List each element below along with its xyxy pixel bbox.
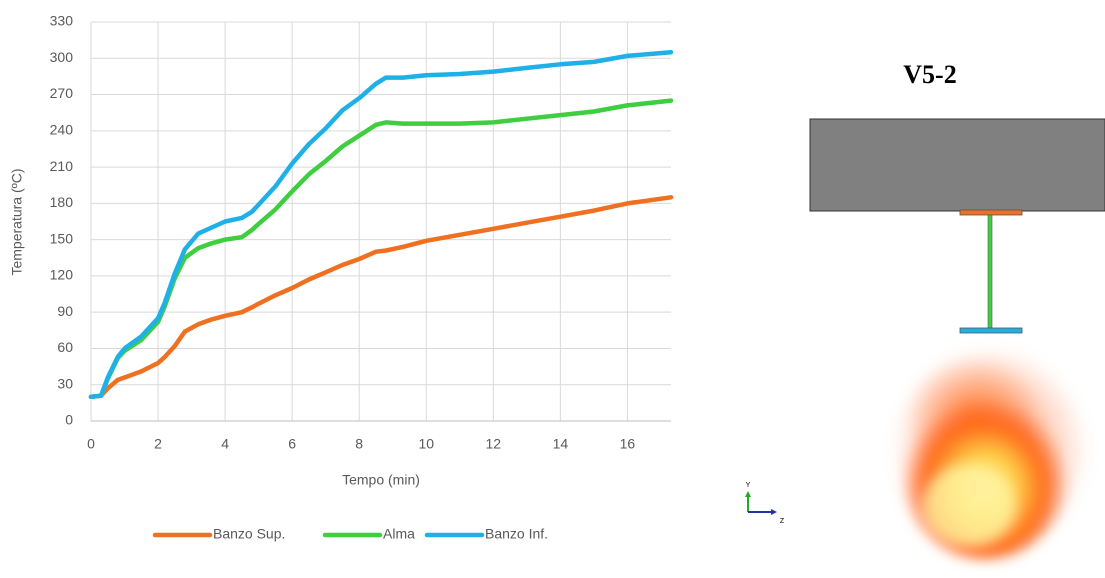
axis-label: Z bbox=[780, 518, 785, 525]
x-tick-label: 10 bbox=[418, 436, 434, 452]
x-tick-label: 14 bbox=[553, 436, 569, 452]
y-tick-label: 240 bbox=[50, 122, 74, 138]
x-tick-label: 16 bbox=[620, 436, 636, 452]
axis-triad: Y Z bbox=[745, 482, 785, 525]
legend-label: Banzo Sup. bbox=[213, 526, 285, 542]
series-line bbox=[88, 195, 674, 400]
x-tick-label: 6 bbox=[288, 436, 296, 452]
y-axis-title: Temperatura (ºC) bbox=[9, 168, 25, 275]
fire bbox=[890, 345, 1090, 560]
legend-label: Banzo Inf. bbox=[485, 526, 548, 542]
x-tick-label: 12 bbox=[486, 436, 502, 452]
x-tick-label: 2 bbox=[154, 436, 162, 452]
y-tick-label: 300 bbox=[50, 49, 74, 65]
y-tick-label: 90 bbox=[57, 303, 73, 319]
figure-title: V5-2 bbox=[903, 60, 956, 89]
legend-label: Alma bbox=[383, 526, 415, 542]
y-tick-label: 180 bbox=[50, 194, 74, 210]
y-tick-label: 150 bbox=[50, 230, 74, 246]
beam-drawing bbox=[809, 118, 1105, 334]
axis-label: Y bbox=[746, 482, 751, 489]
x-tick-label: 8 bbox=[355, 436, 363, 452]
y-tick-label: 60 bbox=[57, 339, 73, 355]
x-axis-title: Tempo (min) bbox=[342, 472, 420, 488]
y-tick-label: 210 bbox=[50, 158, 74, 174]
x-tick-label: 4 bbox=[221, 436, 229, 452]
y-tick-label: 270 bbox=[50, 85, 74, 101]
y-tick-label: 330 bbox=[50, 13, 74, 29]
y-tick-label: 120 bbox=[50, 267, 74, 283]
series-line bbox=[88, 49, 674, 400]
y-tick-label: 0 bbox=[65, 412, 73, 428]
series-line bbox=[88, 98, 674, 400]
x-tick-label: 0 bbox=[87, 436, 95, 452]
y-tick-label: 30 bbox=[57, 375, 73, 391]
